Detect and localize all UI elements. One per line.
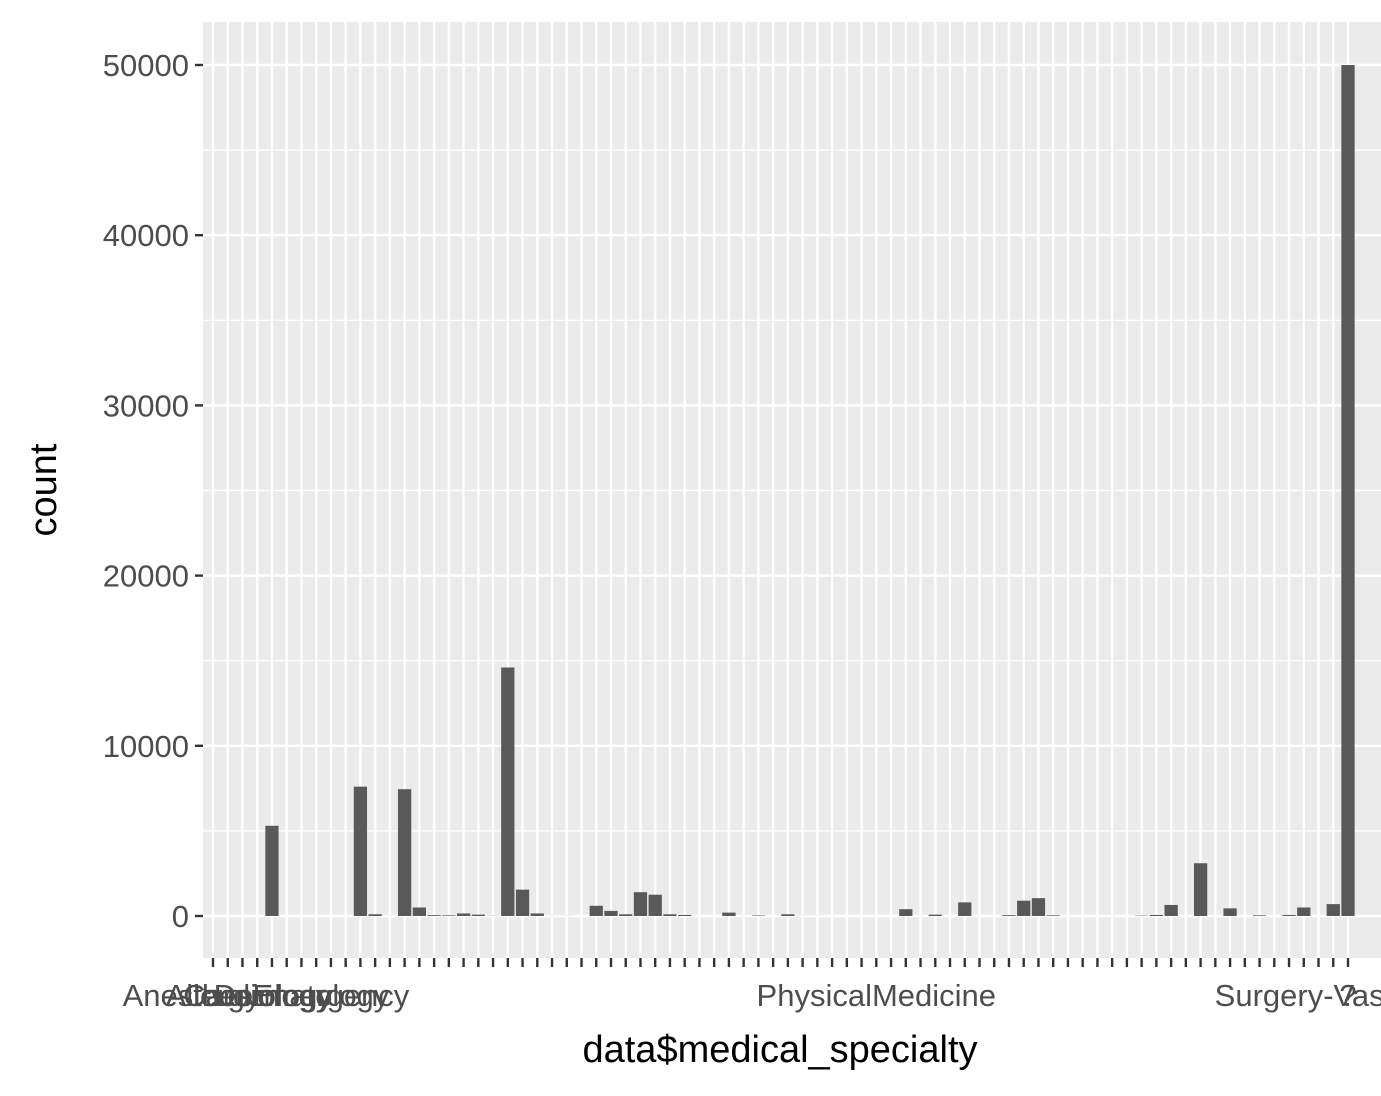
bar [663, 914, 677, 916]
bar [1252, 915, 1267, 916]
y-axis: 0 10000 20000 30000 40000 50000 [103, 48, 203, 934]
bar [353, 786, 368, 916]
bar [633, 892, 648, 916]
bar [619, 914, 633, 916]
y-tick-label: 30000 [103, 388, 189, 423]
bar [456, 913, 471, 916]
x-tick-label: Allergy [166, 978, 261, 1013]
bar [501, 667, 515, 916]
bar [471, 914, 485, 916]
bar [678, 914, 692, 916]
bar [368, 914, 382, 916]
bar [751, 915, 766, 916]
bar [1017, 900, 1031, 916]
bar [781, 914, 795, 916]
bar [1193, 863, 1208, 916]
bar [1002, 915, 1016, 916]
y-tick-label: 20000 [103, 559, 189, 594]
x-tick-label: Emergency [253, 978, 410, 1013]
x-tick-label: Anesthesiology [123, 978, 334, 1013]
x-axis: AllergyAnesthesiologyCardiologyDermatolo… [123, 958, 1381, 1013]
bar [412, 907, 426, 916]
bar [515, 889, 530, 916]
bar [397, 789, 412, 916]
bar [1282, 914, 1296, 916]
bar [1341, 65, 1355, 916]
major-gridlines [203, 22, 1381, 958]
bar [899, 909, 913, 916]
bar [1326, 904, 1340, 916]
x-tick-label: PhysicalMedicine [757, 978, 997, 1013]
bar [1149, 914, 1164, 916]
bar [442, 915, 456, 916]
x-tick-label: Surgery-Vascular [1215, 978, 1381, 1013]
bar [928, 914, 942, 916]
bar [722, 912, 736, 916]
bar [1223, 908, 1237, 916]
y-axis-title: count [23, 443, 65, 536]
y-tick-label: 10000 [103, 729, 189, 764]
bar [1046, 915, 1060, 916]
x-axis-title: data$medical_specialty [582, 1029, 977, 1071]
bar [958, 902, 972, 916]
bar [265, 825, 279, 916]
bar [604, 910, 618, 916]
bar [1164, 904, 1178, 916]
bars [206, 65, 1355, 916]
x-tick-label: Cardiology [183, 978, 332, 1013]
bar [1297, 907, 1311, 916]
y-tick-label: 0 [172, 899, 189, 934]
bar [530, 913, 544, 916]
bar [427, 915, 441, 916]
bar [1031, 898, 1046, 916]
bar [648, 894, 662, 916]
y-tick-label: 40000 [103, 218, 189, 253]
x-tick-label: Dermatology [214, 978, 390, 1013]
bar [589, 905, 603, 916]
y-tick-label: 50000 [103, 48, 189, 83]
x-tick-label: ? [1339, 978, 1356, 1013]
